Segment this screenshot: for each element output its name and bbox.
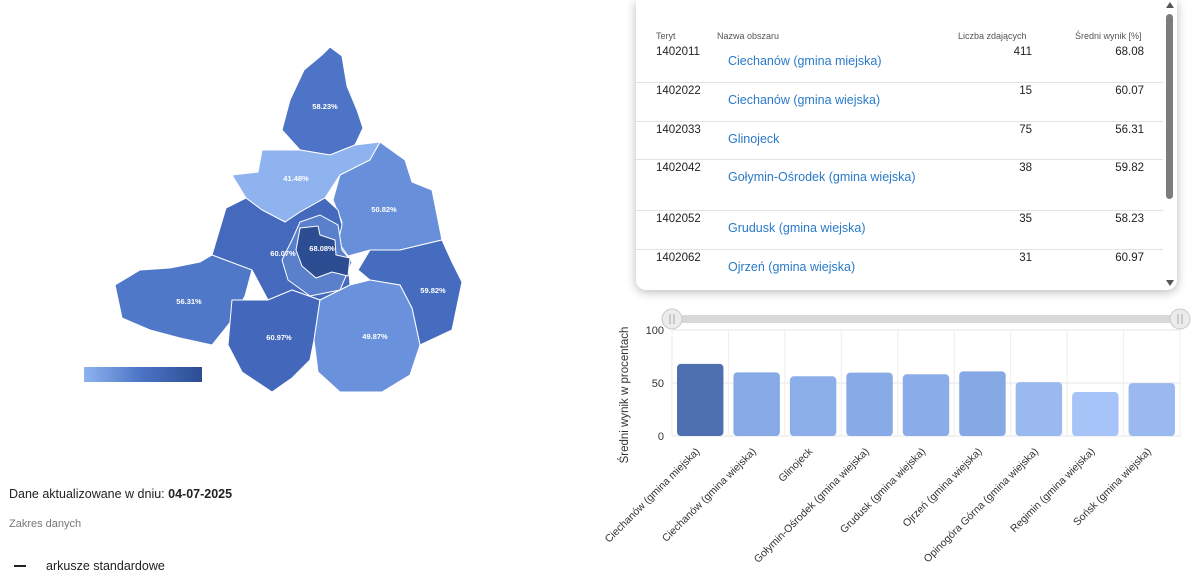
cell-avg: 58.23 <box>1115 213 1144 225</box>
chart-bar[interactable] <box>789 376 837 436</box>
map-svg: 58.23% 41.48% 50.82% 60.07% 68.08% 56.31… <box>114 46 463 393</box>
x-tick-label: Gołymin-Ośrodek (gmina wiejska) <box>752 446 872 566</box>
map-region-ojrzen[interactable] <box>227 289 321 393</box>
cell-teryt: 1402022 <box>656 85 701 97</box>
map-region-ciechanow-miejska[interactable] <box>295 225 351 279</box>
cell-count: 38 <box>1019 162 1032 174</box>
cell-count: 15 <box>1019 85 1032 97</box>
table-row: 1402022 Ciechanów (gmina wiejska) 15 60.… <box>636 83 1163 122</box>
map-region-glinojeck[interactable] <box>114 254 253 346</box>
map-label-ciechanow-miejska: 68.08% <box>309 244 335 253</box>
y-axis-title: Średni wynik w procentach <box>618 327 631 464</box>
cell-name-link[interactable]: Glinojeck <box>728 132 780 146</box>
map-label-sonsk: 50.82% <box>371 205 397 214</box>
map-color-legend <box>84 367 202 382</box>
map-region-grudusk[interactable] <box>313 279 421 393</box>
cell-name-link[interactable]: Ciechanów (gmina miejska) <box>728 54 882 68</box>
map-label-golymin: 59.82% <box>420 286 446 295</box>
chart-bar[interactable] <box>677 363 724 436</box>
y-tick-label: 0 <box>658 431 664 443</box>
chart-bar[interactable] <box>902 374 950 436</box>
chart-bar[interactable] <box>1072 392 1119 436</box>
cell-avg: 60.97 <box>1115 252 1144 264</box>
cell-teryt: 1402062 <box>656 252 701 264</box>
chart-bar[interactable] <box>733 372 780 436</box>
data-scope-option-label: arkusze standardowe <box>46 559 165 573</box>
cell-count: 31 <box>1019 252 1032 264</box>
table-row: 1402062 Ojrzeń (gmina wiejska) 31 60.97 <box>636 250 1163 290</box>
scroll-up-icon[interactable] <box>1166 2 1174 8</box>
y-tick-label: 100 <box>646 325 664 337</box>
cell-avg: 56.31 <box>1115 124 1144 136</box>
map-region-regimin[interactable] <box>281 46 364 156</box>
cell-count: 411 <box>1013 46 1032 58</box>
cell-name-link[interactable]: Ojrzeń (gmina wiejska) <box>728 260 856 274</box>
table-row: 1402011 Ciechanów (gmina miejska) 411 68… <box>636 44 1163 83</box>
chart-bar[interactable] <box>959 371 1006 436</box>
range-slider-track[interactable] <box>672 315 1180 323</box>
table-scrollbar[interactable] <box>1163 0 1177 290</box>
dash-icon <box>14 565 26 567</box>
map-region-golymin[interactable] <box>357 239 463 346</box>
results-table: Teryt Nazwa obszaru Liczba zdających Śre… <box>636 0 1177 290</box>
y-tick-label: 50 <box>652 378 664 390</box>
cell-teryt: 1402052 <box>656 213 701 225</box>
map-label-regimin: 58.23% <box>312 102 338 111</box>
chart-bar[interactable] <box>846 372 893 436</box>
table-row: 1402052 Grudusk (gmina wiejska) 35 58.23 <box>636 211 1163 250</box>
chart-bar[interactable] <box>1015 382 1063 436</box>
cell-name-link[interactable]: Grudusk (gmina wiejska) <box>728 221 866 235</box>
cell-avg: 59.82 <box>1115 162 1144 174</box>
header-name[interactable]: Nazwa obszaru <box>717 31 780 41</box>
update-label: Dane aktualizowane w dniu: <box>9 487 165 501</box>
update-info: Dane aktualizowane w dniu: 04-07-2025 <box>9 487 232 501</box>
cell-name-link[interactable]: Gołymin-Ośrodek (gmina wiejska) <box>728 170 916 184</box>
table-header: Teryt Nazwa obszaru Liczba zdających Śre… <box>636 0 1163 44</box>
cell-avg: 60.07 <box>1115 85 1144 97</box>
data-scope-heading: Zakres danych <box>9 518 82 530</box>
header-avg[interactable]: Średni wynik [%] <box>1075 31 1142 41</box>
map-label-grudusk: 49.87% <box>362 332 388 341</box>
cell-teryt: 1402033 <box>656 124 701 136</box>
map-label-ciechanow-wiejska: 60.07% <box>270 249 296 258</box>
data-scope-option[interactable]: arkusze standardowe <box>14 559 165 573</box>
map-label-glinojeck: 56.31% <box>176 297 202 306</box>
update-date: 04-07-2025 <box>168 487 233 501</box>
cell-teryt: 1402042 <box>656 162 701 174</box>
cell-count: 35 <box>1019 213 1032 225</box>
map-label-ojrzen: 60.97% <box>266 333 292 342</box>
scroll-thumb[interactable] <box>1166 14 1173 199</box>
cell-teryt: 1402011 <box>656 46 700 58</box>
scroll-down-icon[interactable] <box>1166 280 1174 286</box>
header-teryt[interactable]: Teryt <box>656 31 676 41</box>
range-handle-right[interactable] <box>1169 308 1191 330</box>
table-body: 1402011 Ciechanów (gmina miejska) 411 68… <box>636 44 1163 290</box>
table-row: 1402042 Gołymin-Ośrodek (gmina wiejska) … <box>636 160 1163 211</box>
range-handle-left[interactable] <box>661 308 683 330</box>
cell-avg: 68.08 <box>1115 46 1144 58</box>
map-region-sonsk[interactable] <box>332 141 443 257</box>
choropleth-map: 58.23% 41.48% 50.82% 60.07% 68.08% 56.31… <box>0 0 640 470</box>
cell-name-link[interactable]: Ciechanów (gmina wiejska) <box>728 93 881 107</box>
cell-count: 75 <box>1019 124 1032 136</box>
x-tick-label: Ciechanów (gmina miejska) <box>603 446 703 546</box>
map-label-opinogora: 41.48% <box>283 174 309 183</box>
x-tick-label: Glinojeck <box>776 445 816 485</box>
chart-bar[interactable] <box>1128 383 1175 436</box>
header-count[interactable]: Liczba zdających <box>958 31 1027 41</box>
x-tick-label: Ciechanów (gmina wiejska) <box>660 446 759 545</box>
table-row: 1402033 Glinojeck 75 56.31 <box>636 122 1163 160</box>
x-tick-label: Opinogóra Górna (gmina wiejska) <box>922 446 1042 566</box>
